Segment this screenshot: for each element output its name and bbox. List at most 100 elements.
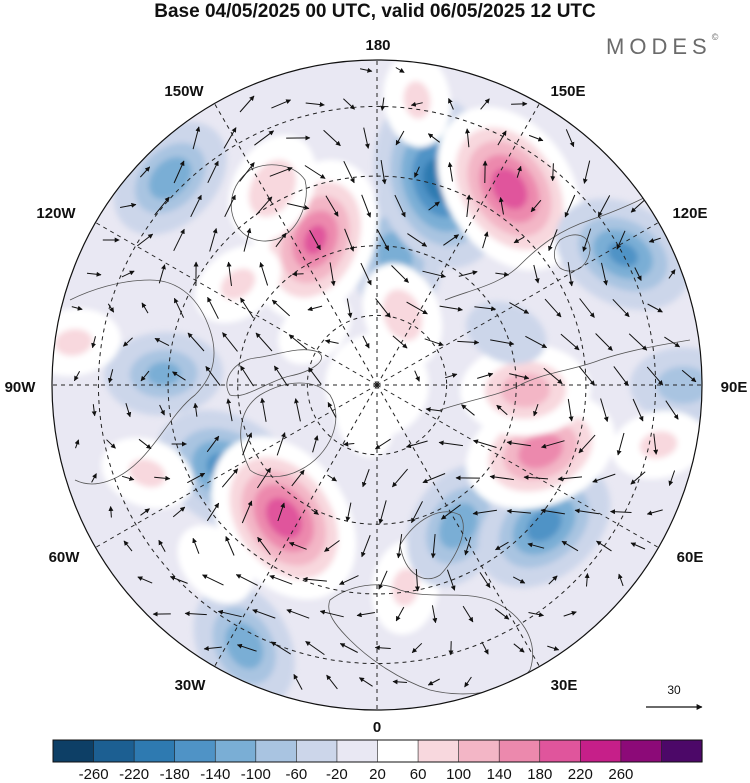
- wind-vector-233: [378, 570, 388, 590]
- wind-vector-110: [222, 332, 238, 352]
- wind-vector-220: [464, 536, 472, 556]
- wind-vector-43: [325, 195, 339, 217]
- wind-vector-11: [192, 126, 201, 150]
- wind-vector-245: [286, 609, 310, 619]
- wind-vector-250: [462, 605, 474, 623]
- wind-vector-56: [209, 228, 218, 252]
- wind-vector-16: [363, 127, 370, 149]
- wind-vector-180: [256, 467, 272, 489]
- anomaly-level-7-1: [220, 268, 256, 300]
- wind-vector-101: [509, 302, 530, 314]
- wind-vector-149: [425, 407, 442, 413]
- wind-vector-5: [343, 98, 355, 110]
- wind-vector-18: [427, 133, 441, 143]
- anomaly-level-4-1: [382, 289, 423, 342]
- wind-vector-20: [497, 130, 507, 146]
- wind-vector-89: [107, 303, 115, 313]
- wind-vector-12: [223, 127, 237, 149]
- wind-vector-132: [414, 370, 420, 382]
- anomaly-level-17-0: [186, 533, 245, 595]
- wind-vector-77: [329, 262, 336, 287]
- wind-vector-216: [324, 540, 340, 552]
- wind-vector-125: [107, 369, 114, 384]
- wind-vector-97: [375, 298, 391, 318]
- wind-vector-41: [255, 196, 273, 216]
- wind-vector-102: [544, 298, 562, 318]
- wind-vector-28: [304, 165, 326, 179]
- wind-vector-136: [543, 367, 563, 385]
- anomaly-level-21-3: [518, 433, 563, 469]
- wind-vector-58: [275, 232, 287, 248]
- wind-vector-185: [422, 473, 446, 484]
- anomaly-level-9-1: [403, 81, 431, 119]
- lon-label-90w: 90W: [5, 379, 37, 396]
- wind-vector-30: [380, 160, 387, 185]
- wind-vector-236: [479, 572, 491, 589]
- wind-vector-227: [169, 575, 188, 584]
- colorbar-bin-4: [214, 739, 257, 763]
- wind-vector-254: [203, 645, 222, 651]
- wind-vector-248: [395, 606, 405, 622]
- wind-vector-211: [158, 539, 166, 552]
- wind-vector-249: [431, 605, 438, 624]
- wind-vector-204: [472, 509, 497, 516]
- wind-vector-34: [516, 165, 522, 178]
- wind-vector-229: [235, 574, 258, 586]
- wind-vector-156: [665, 400, 679, 420]
- wind-vector-218: [396, 534, 403, 559]
- wind-vector-191: [630, 471, 646, 485]
- wind-vector-104: [612, 298, 630, 318]
- colorbar-tick-6: -20: [326, 766, 348, 783]
- wind-vector-111: [255, 332, 273, 352]
- wind-vector-219: [430, 534, 436, 559]
- lon-label-30w: 30W: [175, 677, 207, 694]
- reference-vector-label: 30: [667, 683, 681, 697]
- wind-vector-25: [207, 160, 219, 184]
- wind-vector-3: [271, 99, 292, 109]
- wind-vector-62: [407, 233, 428, 247]
- wind-vector-113: [324, 339, 339, 344]
- wind-vector-239: [584, 573, 590, 587]
- wind-vector-131: [308, 367, 322, 385]
- wind-vector-46: [428, 201, 440, 211]
- anomaly-level-11-2: [146, 361, 181, 386]
- wind-vector-79: [391, 265, 409, 283]
- wind-vector-214: [257, 536, 271, 555]
- meridian-150: [376, 103, 540, 386]
- wind-vector-116: [424, 338, 444, 347]
- anomaly-level-14-1: [128, 458, 166, 488]
- graticule: [52, 60, 702, 710]
- wind-vector-114: [362, 335, 370, 349]
- wind-vector-55: [173, 228, 185, 252]
- wind-vector-196: [206, 502, 220, 522]
- colorbar-bin-8: [377, 739, 419, 763]
- wind-vector-86: [634, 267, 642, 281]
- wind-vector-119: [525, 335, 548, 349]
- wind-vector-199: [311, 509, 319, 515]
- wind-vector-170: [506, 440, 531, 447]
- wind-vector-135: [509, 373, 530, 380]
- anomaly-level-12-1: [54, 328, 93, 356]
- wind-vector-129: [240, 365, 254, 387]
- wind-vector-215: [288, 541, 307, 550]
- wind-vector-262: [481, 641, 489, 655]
- meridian-30: [376, 384, 540, 667]
- wind-vector-108: [154, 337, 170, 347]
- colorbar-bin-1: [93, 739, 135, 763]
- wind-vector-121: [595, 333, 613, 351]
- wind-vector-95: [307, 305, 323, 312]
- wind-vector-49: [530, 199, 542, 213]
- wind-vector-50: [564, 194, 576, 218]
- wind-vector-247: [356, 612, 375, 618]
- wind-vector-189: [557, 476, 583, 482]
- wind-vector-187: [489, 474, 514, 481]
- wind-vector-203: [440, 504, 461, 520]
- wind-vector-84: [567, 262, 574, 287]
- wind-vector-176: [121, 475, 135, 481]
- wind-vector-165: [343, 441, 355, 447]
- wind-vector-256: [270, 641, 291, 655]
- colorbar-bin-9: [417, 739, 460, 763]
- wind-vector-123: [664, 336, 681, 348]
- colorbar-bin-6: [296, 739, 338, 763]
- colorbar-bin-10: [458, 739, 500, 763]
